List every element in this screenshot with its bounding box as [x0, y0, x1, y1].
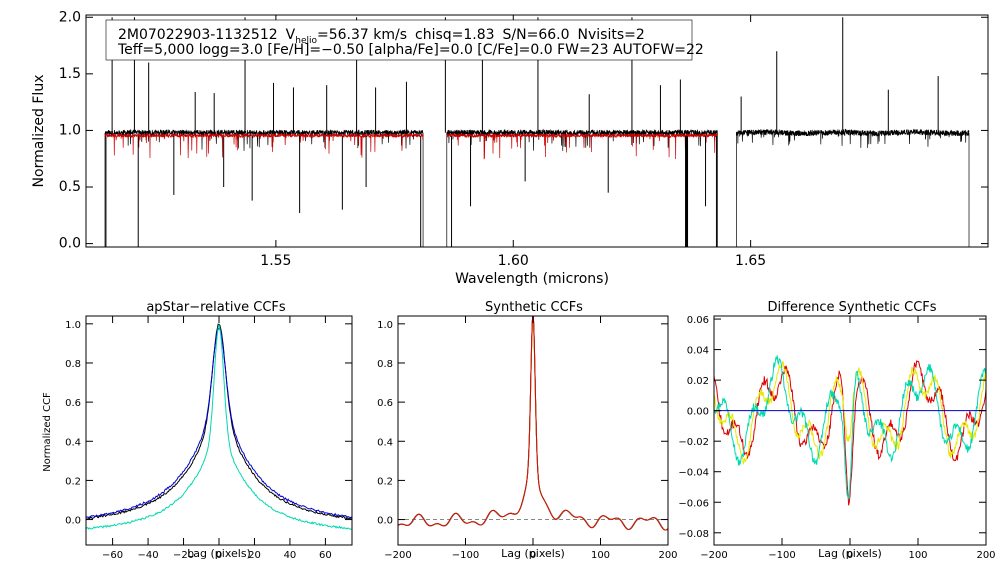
synthetic-ccf-xlabel: Lag (pixels) [501, 547, 565, 560]
x-tick-label: −40 [138, 550, 159, 561]
y-tick-label: 0.02 [687, 376, 709, 387]
synthetic-ccf-series-visit-2 [398, 316, 668, 531]
difference-ccf-ticks: −200 −100 0 100 200 −0.08 −0.06 −0.04 −0.02 0.00 0… [678, 315, 995, 561]
legend-line-1: 2M07022903-1132512 Vhelio=56.37 km/s chisq… [118, 27, 645, 46]
spectrum-series-model-0 [104, 132, 424, 158]
spectrum-xlabel: Wavelength (microns) [455, 271, 609, 287]
x-tick-label: 200 [658, 550, 677, 561]
y-tick-label: 0.2 [65, 476, 81, 487]
apstar-ccf-title: apStar−relative CCFs [146, 300, 286, 315]
y-tick-label: 0.6 [377, 398, 393, 409]
legend-vhelio-value: =56.37 km/s [317, 27, 407, 43]
x-tick-label: −60 [102, 550, 123, 561]
x-tick-label: −200 [700, 550, 727, 561]
x-tick-label: 0 [216, 550, 222, 561]
x-tick-label: −200 [384, 550, 411, 561]
x-tick-label: 20 [248, 550, 261, 561]
apstar-ccf-series-visit-2 [86, 324, 352, 530]
y-tick-label: −0.02 [678, 437, 709, 448]
synthetic-ccf-series-combined [398, 316, 668, 531]
y-tick-label: 1.0 [65, 320, 81, 331]
y-tick-label: 1.5 [59, 66, 81, 82]
y-tick-label: 0.06 [687, 315, 709, 326]
spectrum-series-observed-0 [104, 128, 424, 247]
difference-ccf-panel: Difference Synthetic CCFs −200 −100 0 100 20… [678, 300, 995, 561]
x-tick-label: −20 [173, 550, 194, 561]
x-tick-label: 200 [976, 550, 995, 561]
y-tick-label: 0.04 [687, 346, 709, 357]
x-tick-label: 1.65 [735, 253, 766, 269]
x-tick-label: −100 [768, 550, 795, 561]
apstar-ccf-ticks: −60 −40 −20 0 20 40 60 0.0 0.2 0.4 0.6 0.8 1.0 [65, 316, 352, 561]
difference-ccf-xlabel: Lag (pixels) [818, 547, 882, 560]
synthetic-ccf-panel: Synthetic CCFs −200 −100 0 100 200 0.0 0.2 0.4 0… [377, 300, 677, 561]
y-tick-label: 2.0 [59, 9, 81, 25]
y-tick-label: 0.8 [65, 359, 81, 370]
spectrum-frame [85, 14, 989, 248]
legend-nvisits: Nvisits=2 [578, 27, 645, 43]
difference-ccf-title: Difference Synthetic CCFs [767, 300, 936, 315]
x-tick-label: 100 [908, 550, 927, 561]
y-tick-label: 0.5 [59, 179, 81, 195]
x-tick-label: 1.55 [260, 253, 291, 269]
synthetic-ccf-series-visit-1 [398, 316, 668, 531]
spectrum-series-observed-2 [736, 128, 970, 247]
legend-vhelio-sub: helio [295, 36, 317, 46]
legend-snr: S/N=66.0 [503, 27, 570, 43]
y-tick-label: 0.0 [65, 516, 81, 527]
synthetic-ccf-ticks: −200 −100 0 100 200 0.0 0.2 0.4 0.6 0.8 1.0 [377, 316, 678, 561]
x-tick-label: 0 [847, 550, 853, 561]
synthetic-ccf-frame [397, 315, 669, 546]
y-tick-label: 0.0 [377, 516, 393, 527]
y-tick-label: 0.2 [377, 476, 393, 487]
y-tick-label: 0.6 [65, 398, 81, 409]
x-tick-label: 40 [284, 550, 297, 561]
x-tick-label: 60 [319, 550, 332, 561]
legend-box [105, 19, 693, 61]
spectrum-ylabel: Normalized Flux [31, 75, 47, 188]
x-tick-label: 0 [530, 550, 536, 561]
legend-vhelio-prefix: V [286, 27, 296, 43]
synthetic-ccf-series-visit-4 [398, 316, 668, 531]
y-tick-label: 1.0 [377, 320, 393, 331]
absorption-dips [105, 136, 717, 247]
apstar-ccf-ylabel: Normalized CCF [42, 392, 53, 472]
x-tick-label: 100 [591, 550, 610, 561]
spectrum-ticks: 1.55 1.60 1.65 0.0 0.5 1.0 1.5 2.0 [59, 9, 988, 269]
apstar-ccf-panel: apStar−relative CCFs −60 −40 −20 0 20 40 60 0.0… [42, 300, 353, 561]
x-tick-label: 1.60 [498, 253, 529, 269]
legend-line-2: Teff=5,000 logg=3.0 [Fe/H]=−0.50 [alpha/… [117, 42, 704, 58]
difference-ccf-series-visit-3 [714, 360, 986, 465]
spectrum-series-observed-1 [446, 128, 718, 247]
synthetic-ccf-series-visit-3 [398, 319, 668, 531]
y-tick-label: 0.0 [59, 236, 81, 252]
y-tick-label: −0.06 [678, 498, 709, 509]
spectrum-panel: 1.55 1.60 1.65 0.0 0.5 1.0 1.5 2.0 Wavelength (… [31, 9, 989, 287]
difference-ccf-series-visit-2 [714, 355, 986, 500]
spectrum-series-model-1 [446, 132, 718, 160]
y-tick-label: 0.00 [687, 407, 709, 418]
legend-chisq: chisq=1.83 [415, 27, 495, 43]
x-tick-label: −100 [452, 550, 479, 561]
y-tick-label: 0.8 [377, 359, 393, 370]
y-tick-label: −0.04 [678, 468, 709, 479]
y-tick-label: 0.4 [377, 437, 393, 448]
apstar-ccf-xlabel: Lag (pixels) [187, 547, 251, 560]
synthetic-ccf-title: Synthetic CCFs [485, 300, 583, 315]
legend-object: 2M07022903-1132512 [118, 27, 278, 43]
y-tick-label: 1.0 [59, 122, 81, 138]
apstar-ccf-series-combined [86, 323, 352, 520]
y-tick-label: −0.08 [678, 529, 709, 540]
y-tick-label: 0.4 [65, 437, 81, 448]
spectrum-legend: 2M07022903-1132512 Vhelio=56.37 km/s chisq… [105, 19, 704, 61]
apstar-ccf-series-visit-1 [86, 327, 352, 519]
